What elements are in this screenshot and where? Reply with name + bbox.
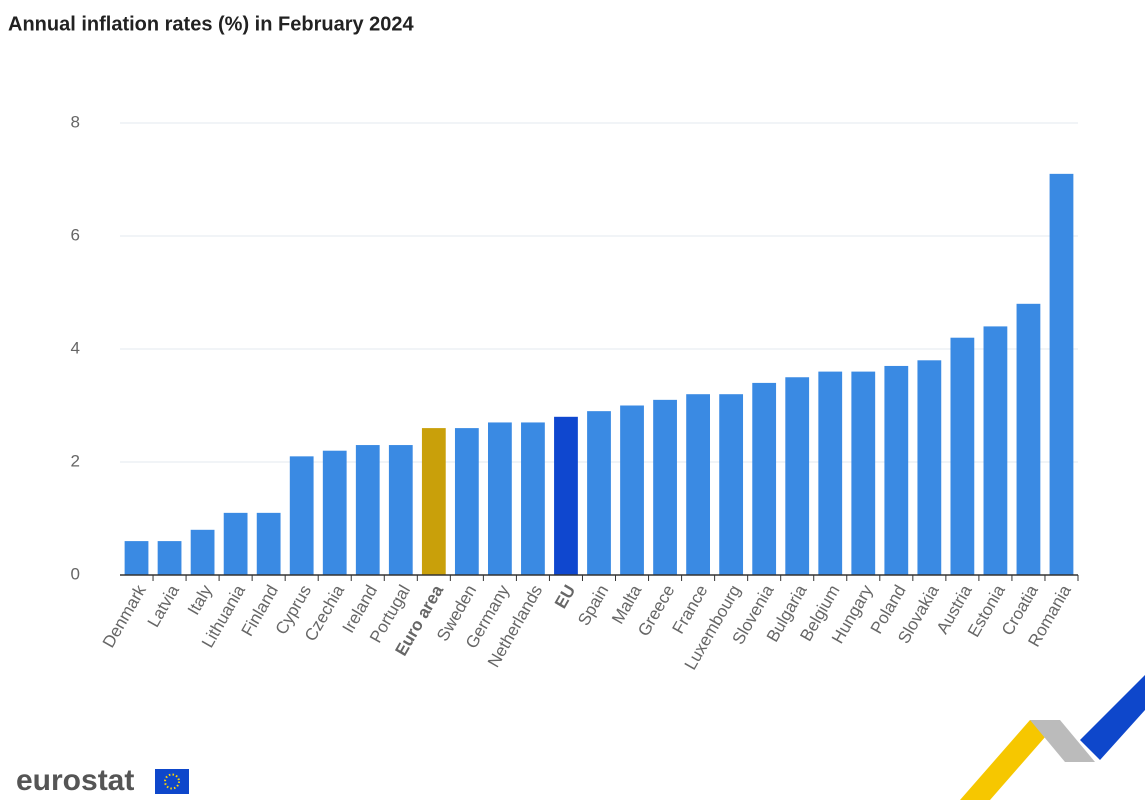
bar xyxy=(289,456,314,575)
y-tick-label: 4 xyxy=(71,338,80,357)
chart-title: Annual inflation rates (%) in February 2… xyxy=(8,13,415,35)
y-tick-label: 8 xyxy=(71,112,80,131)
eu-flag xyxy=(155,769,189,794)
bar xyxy=(488,422,512,575)
bar xyxy=(322,450,347,575)
y-tick-label: 6 xyxy=(71,225,80,244)
bar xyxy=(950,337,975,575)
bar xyxy=(554,416,578,575)
x-tick-label: Denmark xyxy=(99,581,150,651)
bar xyxy=(917,360,942,575)
bar xyxy=(421,428,446,575)
y-tick-label: 2 xyxy=(71,451,80,470)
bar xyxy=(884,365,909,575)
y-tick-label: 0 xyxy=(71,564,80,583)
bar xyxy=(454,428,479,575)
bar xyxy=(983,326,1008,575)
bar xyxy=(124,541,149,575)
bar xyxy=(256,512,281,575)
bar xyxy=(686,394,710,575)
bar xyxy=(1016,303,1041,575)
x-tick-label: EU xyxy=(551,582,579,612)
bar xyxy=(223,512,248,575)
bar xyxy=(521,422,545,575)
x-tick-label: Latvia xyxy=(144,581,183,630)
bar xyxy=(851,371,876,575)
x-tick-label: Italy xyxy=(184,581,216,618)
bar xyxy=(1049,173,1074,575)
bar xyxy=(587,411,611,575)
bar xyxy=(653,399,677,575)
logo-text: eurostat xyxy=(16,764,134,797)
bar xyxy=(752,382,777,575)
decoration xyxy=(960,675,1145,800)
bar xyxy=(785,377,810,575)
x-tick-label: Spain xyxy=(574,582,612,629)
bar xyxy=(190,529,215,575)
bar xyxy=(818,371,843,575)
bar xyxy=(620,405,644,575)
bar xyxy=(388,445,413,575)
bar xyxy=(355,445,380,575)
bar xyxy=(157,541,182,575)
bar xyxy=(719,394,744,575)
